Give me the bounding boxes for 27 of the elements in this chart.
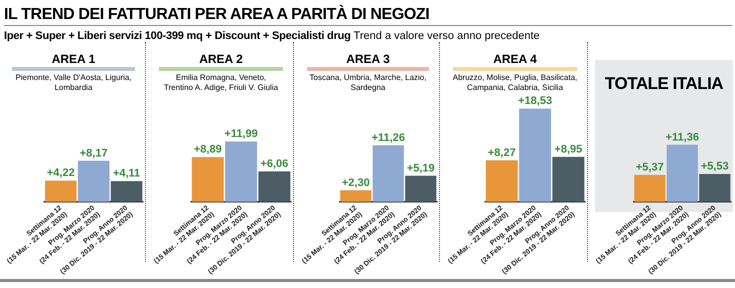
data-label: +6,06: [260, 158, 288, 170]
chart-title: AREA 3: [345, 52, 391, 66]
chart-subtitle: Toscana, Umbria, Marche, Lazio, Sardegna: [308, 73, 428, 93]
chart-title: AREA 1: [50, 52, 96, 66]
chart-title: AREA 2: [198, 52, 244, 66]
data-label: +18,53: [518, 95, 552, 108]
data-label: +11,26: [372, 132, 405, 144]
data-label: +2,30: [342, 176, 370, 189]
data-label: +5,19: [406, 162, 435, 174]
data-label: +8,27: [488, 146, 516, 159]
text: Iper + Super + Liberi servizi 100-399 mq + Discount + Specialisti drug: [4, 30, 351, 42]
data-label: +8,89: [194, 144, 222, 156]
text: IL TREND DEI FATTURATI PER AREA A PARITÀ DI NEGOZI: [4, 0, 732, 26]
data-label: +4,22: [46, 167, 75, 180]
chart-subtitle: Piemonte, Valle D'Aosta, Liguria, Lombardia: [14, 73, 133, 93]
chart-subtitle: Abruzzo, Molise, Puglia, Basilicata, Campania, Calabria, Sicilia: [452, 73, 578, 93]
chart-title: TOTALE ITALIA: [604, 74, 724, 94]
text: Trend a valore verso anno precedente: [354, 30, 540, 42]
data-label: +8,95: [554, 143, 582, 156]
chart-subtitle: Emilia Romagna, Veneto, Trentino A. Adige, Friuli V. Giulia: [162, 73, 280, 93]
data-label: +4,11: [112, 168, 140, 180]
data-label: +8,17: [80, 147, 108, 160]
data-label: +11,36: [666, 131, 699, 144]
data-label: +5,53: [700, 160, 729, 173]
data-label: +11,99: [224, 128, 258, 140]
data-label: +5,37: [636, 161, 664, 174]
chart-title: AREA 4: [492, 52, 538, 66]
